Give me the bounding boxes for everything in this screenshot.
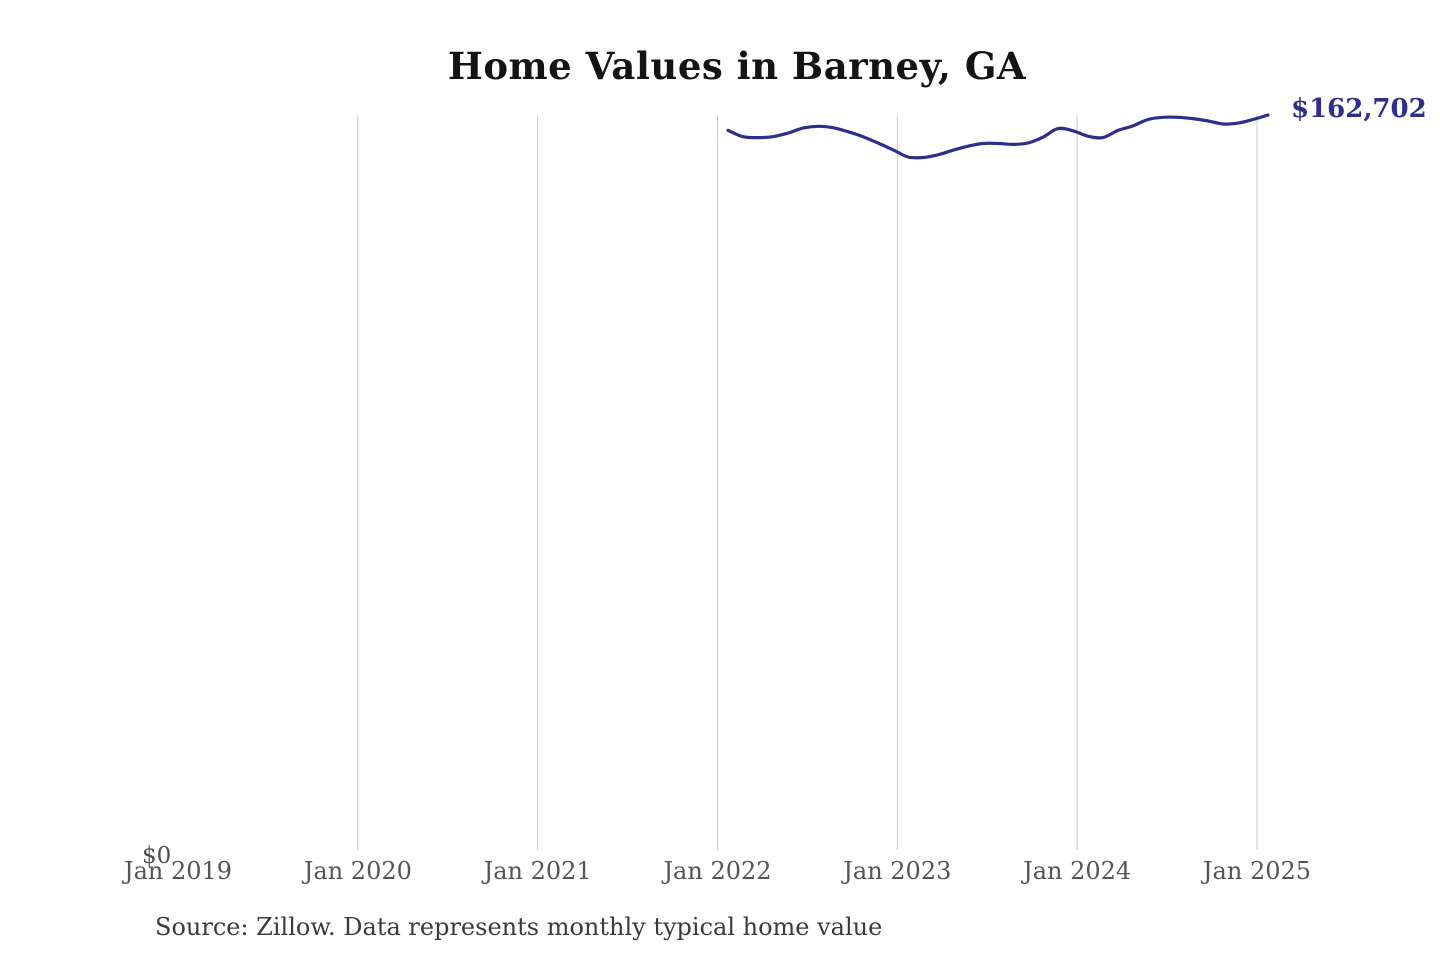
chart-title: Home Values in Barney, GA (447, 44, 1027, 88)
x-tick-label: Jan 2019 (123, 857, 233, 885)
x-tick-label: Jan 2021 (483, 857, 592, 885)
x-tick-label: Jan 2023 (843, 857, 952, 885)
home-value-line (726, 113, 1270, 160)
x-tick-label: Jan 2020 (303, 857, 412, 885)
x-tick-label: Jan 2022 (663, 857, 772, 885)
y-axis-zero-label: $0 (142, 843, 172, 869)
x-tick-label: Jan 2025 (1202, 857, 1312, 885)
source-note: Source: Zillow. Data represents monthly … (155, 913, 883, 941)
x-tick-label: Jan 2024 (1023, 857, 1132, 885)
latest-value-label: $162,702 (1291, 94, 1427, 124)
